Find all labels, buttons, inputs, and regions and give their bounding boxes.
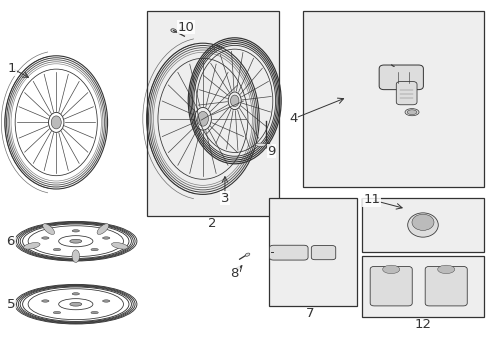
Ellipse shape bbox=[97, 224, 109, 234]
Ellipse shape bbox=[41, 300, 49, 302]
Ellipse shape bbox=[51, 116, 61, 129]
Ellipse shape bbox=[72, 230, 79, 232]
FancyBboxPatch shape bbox=[424, 266, 466, 306]
Ellipse shape bbox=[53, 311, 61, 314]
Bar bbox=[361, 256, 483, 317]
Text: 11: 11 bbox=[363, 193, 379, 206]
Bar bbox=[303, 11, 483, 187]
Ellipse shape bbox=[111, 243, 128, 249]
Ellipse shape bbox=[70, 239, 81, 243]
Text: 2: 2 bbox=[208, 217, 217, 230]
Ellipse shape bbox=[244, 253, 249, 256]
Text: 5: 5 bbox=[6, 298, 15, 311]
Ellipse shape bbox=[407, 213, 437, 237]
Text: 4: 4 bbox=[288, 112, 297, 125]
Ellipse shape bbox=[41, 237, 49, 239]
Ellipse shape bbox=[53, 248, 61, 251]
Text: 8: 8 bbox=[230, 267, 239, 280]
Ellipse shape bbox=[197, 112, 208, 126]
Bar bbox=[146, 11, 278, 216]
Text: 10: 10 bbox=[177, 21, 194, 33]
Text: 1: 1 bbox=[8, 62, 17, 75]
Ellipse shape bbox=[102, 300, 110, 302]
Ellipse shape bbox=[72, 293, 79, 295]
Ellipse shape bbox=[404, 109, 418, 116]
Bar bbox=[361, 198, 483, 252]
Ellipse shape bbox=[437, 265, 454, 274]
Text: 3: 3 bbox=[220, 192, 229, 204]
Bar bbox=[268, 198, 356, 306]
Ellipse shape bbox=[72, 250, 80, 262]
Ellipse shape bbox=[382, 265, 399, 274]
Ellipse shape bbox=[23, 243, 40, 249]
FancyBboxPatch shape bbox=[311, 246, 335, 260]
Ellipse shape bbox=[42, 224, 54, 234]
Text: 7: 7 bbox=[305, 307, 314, 320]
Ellipse shape bbox=[407, 110, 416, 114]
FancyBboxPatch shape bbox=[378, 65, 423, 90]
Ellipse shape bbox=[91, 248, 98, 251]
Ellipse shape bbox=[70, 302, 81, 306]
Ellipse shape bbox=[91, 311, 98, 314]
FancyBboxPatch shape bbox=[395, 82, 416, 105]
Ellipse shape bbox=[411, 214, 433, 230]
FancyBboxPatch shape bbox=[369, 266, 411, 306]
Ellipse shape bbox=[102, 237, 110, 239]
Ellipse shape bbox=[255, 143, 265, 147]
Text: 9: 9 bbox=[266, 145, 275, 158]
FancyBboxPatch shape bbox=[269, 245, 307, 260]
Text: 6: 6 bbox=[6, 235, 15, 248]
Text: 12: 12 bbox=[414, 318, 430, 330]
Ellipse shape bbox=[230, 95, 239, 107]
Ellipse shape bbox=[170, 29, 176, 32]
